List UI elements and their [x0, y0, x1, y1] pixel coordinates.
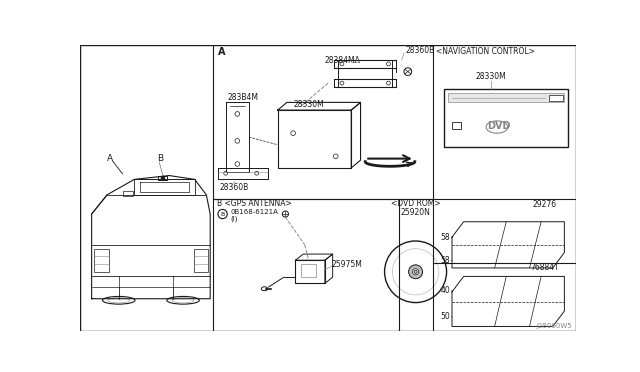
Circle shape	[218, 209, 227, 219]
Text: 76884T: 76884T	[531, 263, 559, 272]
Text: 40: 40	[441, 286, 451, 295]
Bar	[123, 191, 134, 196]
Ellipse shape	[412, 269, 419, 275]
Circle shape	[340, 62, 344, 66]
Bar	[444, 89, 568, 147]
Text: 283B4M: 283B4M	[227, 93, 259, 102]
Bar	[452, 122, 461, 129]
Ellipse shape	[414, 270, 417, 273]
Text: B: B	[157, 154, 164, 163]
Text: DVD: DVD	[487, 121, 510, 131]
Text: 28360B: 28360B	[220, 183, 249, 192]
Circle shape	[333, 154, 338, 158]
Text: 25920N: 25920N	[401, 208, 431, 217]
Text: 58: 58	[441, 232, 451, 242]
Circle shape	[235, 139, 239, 143]
Ellipse shape	[385, 241, 447, 302]
Ellipse shape	[261, 287, 268, 291]
Ellipse shape	[167, 296, 199, 304]
Text: 28360B: 28360B	[406, 46, 435, 55]
Text: A: A	[107, 154, 113, 163]
Circle shape	[387, 81, 390, 85]
Text: A: A	[218, 46, 225, 57]
Bar	[194, 249, 208, 272]
Circle shape	[235, 162, 239, 166]
Ellipse shape	[102, 296, 135, 304]
Circle shape	[255, 171, 259, 175]
Circle shape	[340, 81, 344, 85]
Text: 50: 50	[441, 312, 451, 321]
Ellipse shape	[392, 249, 439, 295]
Text: 28384MA: 28384MA	[324, 55, 360, 64]
Bar	[448, 93, 564, 102]
Text: (I): (I)	[230, 215, 238, 222]
Bar	[278, 110, 351, 168]
Bar	[157, 176, 167, 180]
Circle shape	[224, 171, 228, 175]
Ellipse shape	[408, 265, 422, 279]
Bar	[301, 264, 316, 277]
Text: 25975M: 25975M	[332, 260, 363, 269]
Text: 58: 58	[441, 256, 451, 265]
Bar	[296, 260, 325, 283]
Circle shape	[291, 131, 296, 135]
Text: 28330M: 28330M	[293, 100, 324, 109]
Text: B <GPS ANTENNA>: B <GPS ANTENNA>	[217, 199, 292, 208]
Circle shape	[387, 62, 390, 66]
Text: 0B168-6121A: 0B168-6121A	[230, 209, 278, 215]
Bar	[94, 249, 109, 272]
Text: 28330M: 28330M	[476, 73, 506, 81]
Text: 29276: 29276	[533, 199, 557, 209]
Circle shape	[235, 112, 239, 116]
Text: <DVD ROM>: <DVD ROM>	[391, 199, 440, 208]
Text: J28000W5: J28000W5	[536, 323, 572, 329]
Text: <NAVIGATION CONTROL>: <NAVIGATION CONTROL>	[436, 47, 536, 56]
Text: B: B	[220, 212, 225, 217]
Circle shape	[404, 68, 412, 76]
Bar	[549, 95, 563, 101]
Circle shape	[282, 211, 289, 217]
Circle shape	[161, 176, 165, 180]
